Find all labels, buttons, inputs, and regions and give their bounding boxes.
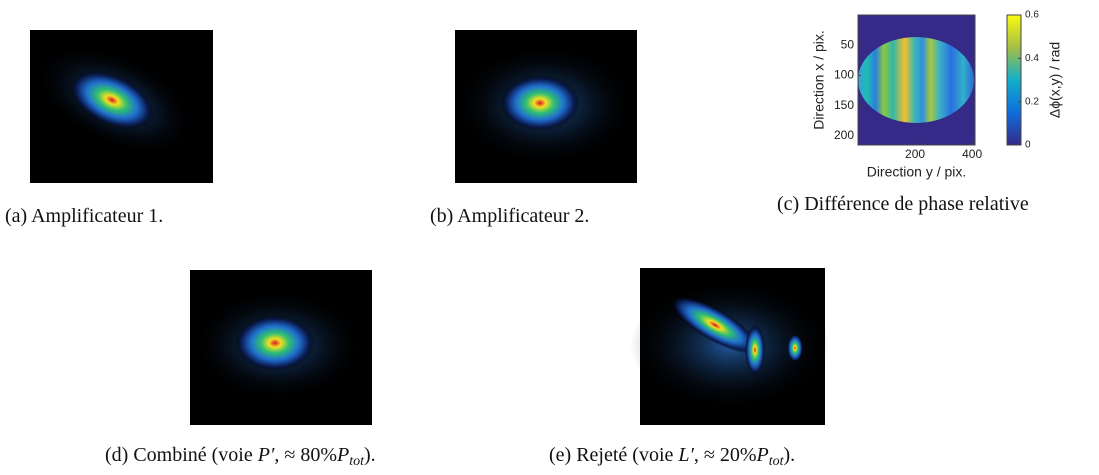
y-tick-label: 100 xyxy=(834,68,854,82)
caption-text: (d) Combiné (voie xyxy=(105,444,258,466)
beam-image-b xyxy=(455,30,637,183)
caption-text: ). xyxy=(363,444,376,466)
x-tick-label: 200 xyxy=(905,147,925,161)
colorbar-tick-label: 0.4 xyxy=(1025,53,1039,64)
y-tick-label: 200 xyxy=(834,128,854,142)
beam-image-a xyxy=(30,30,213,183)
x-axis-label: Direction y / pix. xyxy=(867,164,967,180)
caption-text: , ≈ 20% xyxy=(693,444,757,466)
caption-c: (c) Différence de phase relative xyxy=(777,193,1029,215)
y-axis-label: Direction x / pix. xyxy=(811,30,827,130)
beam-image-e xyxy=(630,268,830,425)
caption-sub: tot xyxy=(349,454,364,469)
colorbar-tick-label: 0.2 xyxy=(1025,96,1039,107)
caption-sub: tot xyxy=(768,454,784,469)
colorbar-tick-label: 0.6 xyxy=(1025,10,1039,21)
caption-math: P xyxy=(756,444,769,466)
y-tick-label: 50 xyxy=(841,37,855,51)
caption-a: (a) Amplificateur 1. xyxy=(5,205,164,227)
colorbar-label: Δϕ(x,y) / rad xyxy=(1047,42,1063,118)
phase-map xyxy=(857,14,1022,146)
caption-d: (d) Combiné (voie P′, ≈ 80%Ptot). xyxy=(105,444,376,470)
caption-b: (b) Amplificateur 2. xyxy=(430,205,590,227)
y-tick-label: 150 xyxy=(834,98,854,112)
caption-text: ). xyxy=(783,444,796,466)
caption-text: (e) Rejeté (voie xyxy=(549,444,679,466)
caption-e: (e) Rejeté (voie L′, ≈ 20%Ptot). xyxy=(549,444,795,470)
caption-text: , ≈ 80% xyxy=(274,444,337,466)
x-tick-label: 400 xyxy=(962,147,982,161)
caption-math: P xyxy=(336,444,350,466)
caption-math: L′ xyxy=(678,444,694,466)
beam-image-d xyxy=(190,270,372,425)
colorbar xyxy=(1006,14,1022,146)
caption-math: P′ xyxy=(257,444,275,466)
colorbar-tick-label: 0 xyxy=(1025,140,1031,151)
